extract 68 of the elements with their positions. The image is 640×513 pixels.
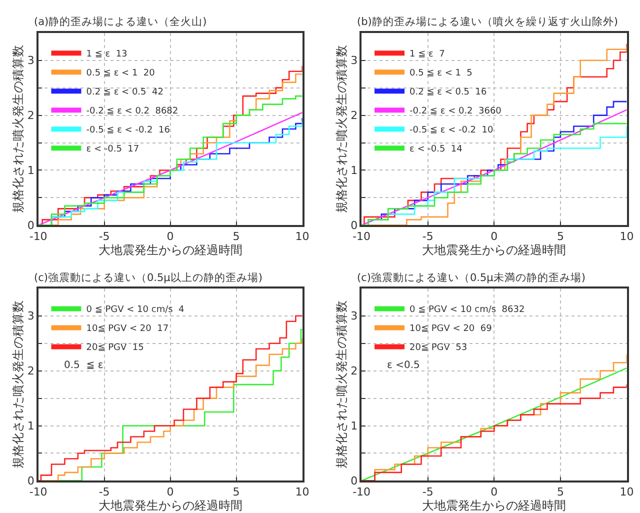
y-tick-label: 3 [350,54,358,68]
chart-title: (c)強震動による違い（0.5μ未満の静的歪み場) [357,271,586,284]
chart-title: (a)静的歪み場による違い（全火山) [34,15,207,28]
x-tick-label: 10 [295,230,310,244]
y-axis-title: 規格化された噴火発生の積算数 [334,300,348,469]
x-tick-label: 0 [166,230,174,244]
y-tick-label: 1 [350,164,358,178]
y-axis-title: 規格化された噴火発生の積算数 [11,300,26,469]
x-tick-label: 10 [620,230,634,244]
x-tick-label: -5 [422,230,434,244]
chart-title: (c)強震動による違い（0.5μ以上の静的歪み場) [34,271,262,284]
y-tick-label: 0 [350,219,358,232]
y-tick-label: 2 [350,364,358,378]
y-tick-label: 0 [350,474,358,488]
x-tick-label: 10 [295,486,310,499]
legend-label: 0 ≦ PGV < 10 cm/s 4 [86,305,185,316]
annotation: ε <0.5 [387,360,420,371]
y-axis-title: 規格化された噴火発生の積算数 [11,45,26,214]
y-tick-label: 1 [27,164,34,178]
legend-label: -0.5 ≦ ε < -0.2 10 [410,126,494,136]
x-tick-label: 0 [490,230,498,244]
x-tick-label: 0 [490,486,498,499]
x-axis-title: 大地震発生からの経過時間 [422,498,566,513]
y-tick-label: 2 [27,364,34,378]
x-axis-title: 大地震発生からの経過時間 [422,243,566,258]
x-axis-title: 大地震発生からの経過時間 [98,498,242,513]
legend-label: 1 ≦ ε 7 [410,50,445,60]
x-tick-label: -10 [352,230,371,244]
x-tick-label: 5 [556,486,564,499]
legend-label: 10≦ PGV < 20 69 [410,324,492,334]
y-tick-label: 3 [27,310,34,323]
legend-label: ε < -0.5 17 [86,144,140,155]
x-tick-label: -10 [352,486,371,499]
y-tick-label: 2 [350,109,358,122]
legend-label: 0 ≦ PGV < 10 cm/s 8632 [410,305,525,316]
y-tick-label: 2 [27,109,34,122]
x-tick-label: 5 [232,230,240,244]
legend-label: -0.2 ≦ ε < 0.2 3660 [410,106,502,117]
legend-label: 20≦ PGV 53 [410,343,468,354]
y-tick-label: 3 [27,54,34,68]
x-tick-label: -5 [422,486,434,499]
x-tick-label: 5 [232,486,240,499]
x-axis-title: 大地震発生からの経過時間 [98,243,242,258]
y-axis-title: 規格化された噴火発生の積算数 [334,45,348,214]
chart-title: (b)静的歪み場による違い（噴火を繰り返す火山除外) [357,15,618,28]
annotation: 0.5 ≦ ε [64,360,104,371]
x-tick-label: 0 [166,486,174,499]
legend-label: -0.5 ≦ ε < -0.2 16 [86,126,170,136]
legend-label: 0.2 ≦ ε < 0.5 16 [410,88,487,98]
legend-label: 0.2 ≦ ε < 0.5 42 [86,88,164,98]
x-tick-label: -5 [98,230,110,244]
y-tick-label: 3 [350,310,358,323]
legend-label: 20≦ PGV 15 [86,343,144,354]
y-tick-label: 0 [27,474,34,488]
legend-label: 0.5 ≦ ε < 1 5 [410,68,472,79]
x-tick-label: -10 [29,230,48,244]
y-tick-label: 0 [27,219,34,232]
legend-label: 0.5 ≦ ε < 1 20 [86,68,156,79]
y-tick-label: 1 [350,420,358,433]
x-tick-label: -5 [98,486,110,499]
y-tick-label: 1 [27,420,34,433]
legend-label: ε < -0.5 14 [410,144,463,155]
x-tick-label: 5 [556,230,564,244]
legend-label: -0.2 ≦ ε < 0.2 8682 [86,106,178,117]
x-tick-label: -10 [29,486,48,499]
x-tick-label: 10 [620,486,634,499]
legend-label: 1 ≦ ε 13 [86,50,128,60]
legend-label: 10≦ PGV < 20 17 [86,324,169,334]
